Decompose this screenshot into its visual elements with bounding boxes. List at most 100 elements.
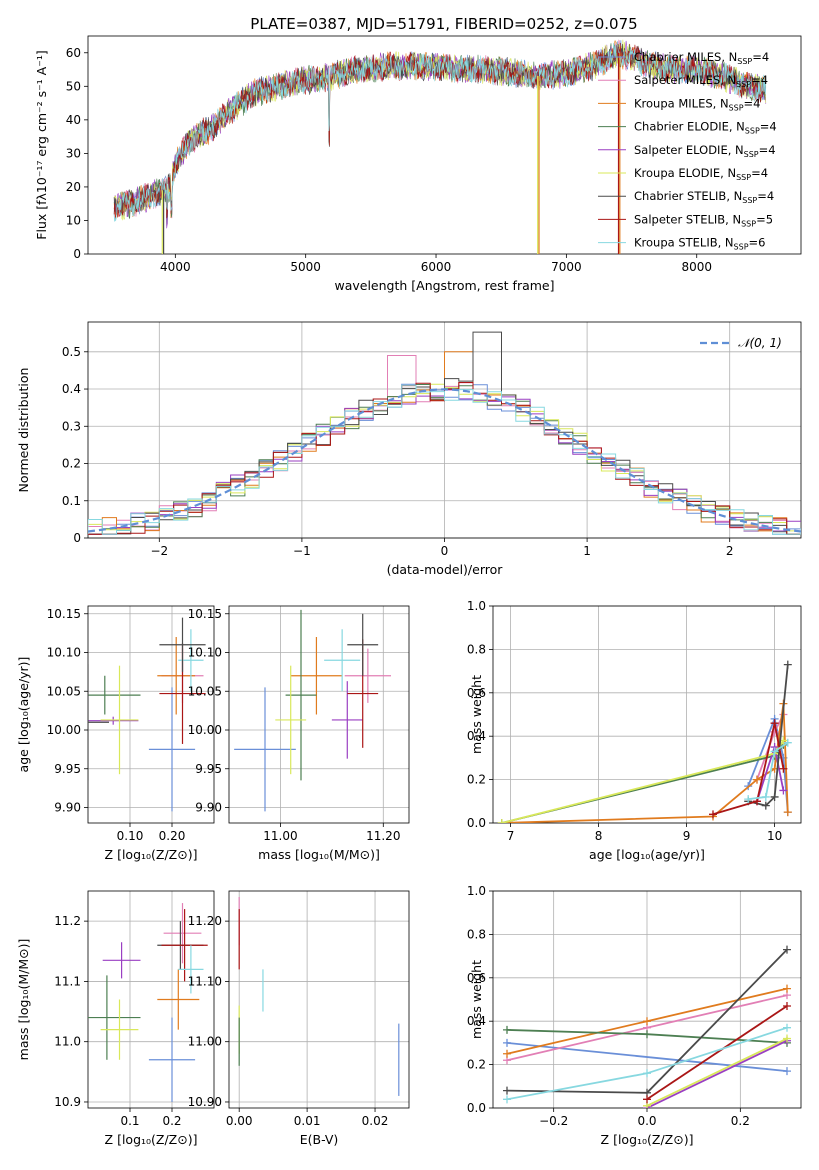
axes-frame (87, 605, 215, 824)
axes-frame (87, 35, 802, 255)
legend-entry: 𝒩(0, 1) (738, 336, 782, 350)
x-tick-label: 6000 (421, 260, 452, 274)
x-tick-label: 0 (441, 544, 449, 558)
weight-point-marker (783, 738, 792, 747)
y-tick-label: 0.2 (467, 1058, 486, 1072)
x-tick-label: 0.0 (637, 1114, 656, 1128)
y-tick-label: 0.4 (467, 729, 486, 743)
x-axis-label: Z [log₁₀(Z/Z⊙)] (105, 847, 198, 862)
weight-point-marker (744, 795, 753, 804)
x-tick-label: 8 (595, 829, 603, 843)
weight-point-marker (503, 1025, 511, 1034)
weight-point-marker (503, 1049, 511, 1058)
axes-frame (87, 890, 215, 1109)
x-axis-label: age [log₁₀(age/yr)] (589, 847, 705, 862)
y-tick-label: 60 (66, 46, 81, 60)
x-axis-label: E(B-V) (300, 1132, 339, 1147)
y-tick-label: 0.0 (467, 816, 486, 830)
legend-entry: Chabrier ELODIE, NSSP=4 (634, 120, 777, 136)
x-axis-label: Z [log₁₀(Z/Z⊙)] (601, 1132, 694, 1147)
weight-point-marker (783, 1034, 791, 1043)
x-tick-label: 7000 (551, 260, 582, 274)
x-tick-label: 0.00 (226, 1114, 253, 1128)
y-tick-label: 0.6 (467, 686, 486, 700)
y-tick-label: 9.95 (54, 762, 81, 776)
y-tick-label: 11.2 (54, 914, 81, 928)
x-tick-label: 5000 (290, 260, 321, 274)
y-tick-label: 50 (66, 79, 81, 93)
legend-entry: Salpeter ELODIE, NSSP=4 (634, 143, 776, 159)
x-tick-label: 0.02 (362, 1114, 389, 1128)
x-tick-label: 7 (507, 829, 515, 843)
histogram-series (88, 384, 801, 535)
weight-series-line (748, 741, 789, 800)
x-tick-label: 8000 (681, 260, 712, 274)
y-tick-label: 9.90 (195, 801, 222, 815)
legend-entry: Chabrier STELIB, NSSP=4 (634, 189, 774, 205)
y-tick-label: 20 (66, 180, 81, 194)
y-tick-label: 11.20 (188, 914, 222, 928)
y-tick-label: 10.05 (47, 684, 81, 698)
x-tick-label: 11.00 (263, 829, 297, 843)
y-tick-label: 11.10 (188, 974, 222, 988)
errorbar-points (238, 897, 400, 1096)
y-tick-label: 0.4 (467, 1014, 486, 1028)
y-tick-label: 0 (73, 247, 81, 261)
weight-point-marker (783, 1023, 791, 1032)
figure-title: PLATE=0387, MJD=51791, FIBERID=0252, z=0… (250, 15, 637, 33)
y-tick-label: 0.2 (467, 773, 486, 787)
mass-weight-vs-Z-panel: −0.2 0.0 0.2 0.0 0.2 0.4 0.6 0.8 1.0 Z [log₁₀(Z/Z… (467, 884, 802, 1147)
y-tick-label: 1.0 (467, 599, 486, 613)
weight-point-marker (503, 1095, 511, 1104)
weight-point-marker (779, 786, 788, 795)
axes-frame (492, 605, 802, 824)
y-tick-label: 11.00 (188, 1035, 222, 1049)
y-tick-label: 11.1 (54, 974, 81, 988)
weight-point-marker (770, 792, 779, 801)
weight-point-marker (497, 819, 506, 823)
axes-frame (228, 605, 410, 824)
y-tick-label: 10.00 (188, 723, 222, 737)
y-tick-label: 9.90 (54, 801, 81, 815)
legend-entry: Salpeter STELIB, NSSP=5 (634, 212, 773, 228)
legend-entry: Salpeter MILES, NSSP=4 (634, 73, 768, 89)
y-tick-label: 10.15 (47, 607, 81, 621)
age-vs-Z-panel: 0.10 0.20 9.90 9.95 10.00 10.05 10.10 10.15 Z [l… (16, 605, 215, 862)
x-tick-label: 0.2 (731, 1114, 750, 1128)
y-axis-label: mass [log₁₀(M/M⊙)] (16, 939, 31, 1061)
normal-curve (88, 388, 801, 533)
x-tick-label: 1 (583, 544, 591, 558)
y-tick-label: 10.05 (188, 684, 222, 698)
y-axis-label: mass weight (469, 960, 484, 1039)
x-tick-label: 10 (767, 829, 782, 843)
x-tick-label: 2 (726, 544, 734, 558)
weight-series-line (646, 1037, 788, 1107)
x-axis-label: (data-model)/error (387, 562, 504, 577)
weight-series-line (712, 723, 785, 816)
legend-entry: Chabrier MILES, NSSP=4 (634, 50, 769, 66)
residual-histogram-panel: −2 −1 0 1 2 0 0.1 0.2 0.3 0.4 0.5 (data-model)/erro… (16, 321, 802, 577)
y-tick-label: 9.95 (195, 762, 222, 776)
spectrum-series-line (113, 42, 767, 219)
axes-frame (228, 890, 410, 1109)
weight-point-marker (753, 775, 761, 784)
weight-point-marker (643, 1095, 651, 1104)
y-tick-label: 0 (73, 531, 81, 545)
y-tick-label: 10.90 (188, 1095, 222, 1109)
weight-series-line (646, 1039, 788, 1108)
weight-point-marker (761, 792, 770, 801)
errorbar-points (234, 609, 391, 812)
x-axis-label: mass [log₁₀(M/M⊙)] (258, 847, 380, 862)
y-tick-label: 0.3 (62, 419, 81, 433)
y-tick-label: 0.0 (467, 1101, 486, 1115)
y-tick-label: 0.2 (62, 457, 81, 471)
weight-point-marker (783, 808, 792, 817)
y-axis-label: Normed distribution (16, 368, 31, 493)
y-tick-label: 10 (66, 213, 81, 227)
mass-vs-EBV-panel: 0.00 0.01 0.02 10.90 11.00 11.10 11.20 E(B-V) (188, 890, 410, 1147)
mass-weight-vs-age-panel: 7 8 9 10 0.0 0.2 0.4 0.6 0.8 1.0 age [log₁₀(age/yr… (467, 599, 802, 862)
weight-lines (503, 945, 791, 1108)
mass-vs-Z-panel: 0.1 0.2 10.9 11.0 11.1 11.2 Z [log₁₀(Z/Z⊙)] mas… (16, 890, 215, 1147)
errorbar-points (88, 903, 208, 1102)
y-tick-label: 0.1 (62, 494, 81, 508)
